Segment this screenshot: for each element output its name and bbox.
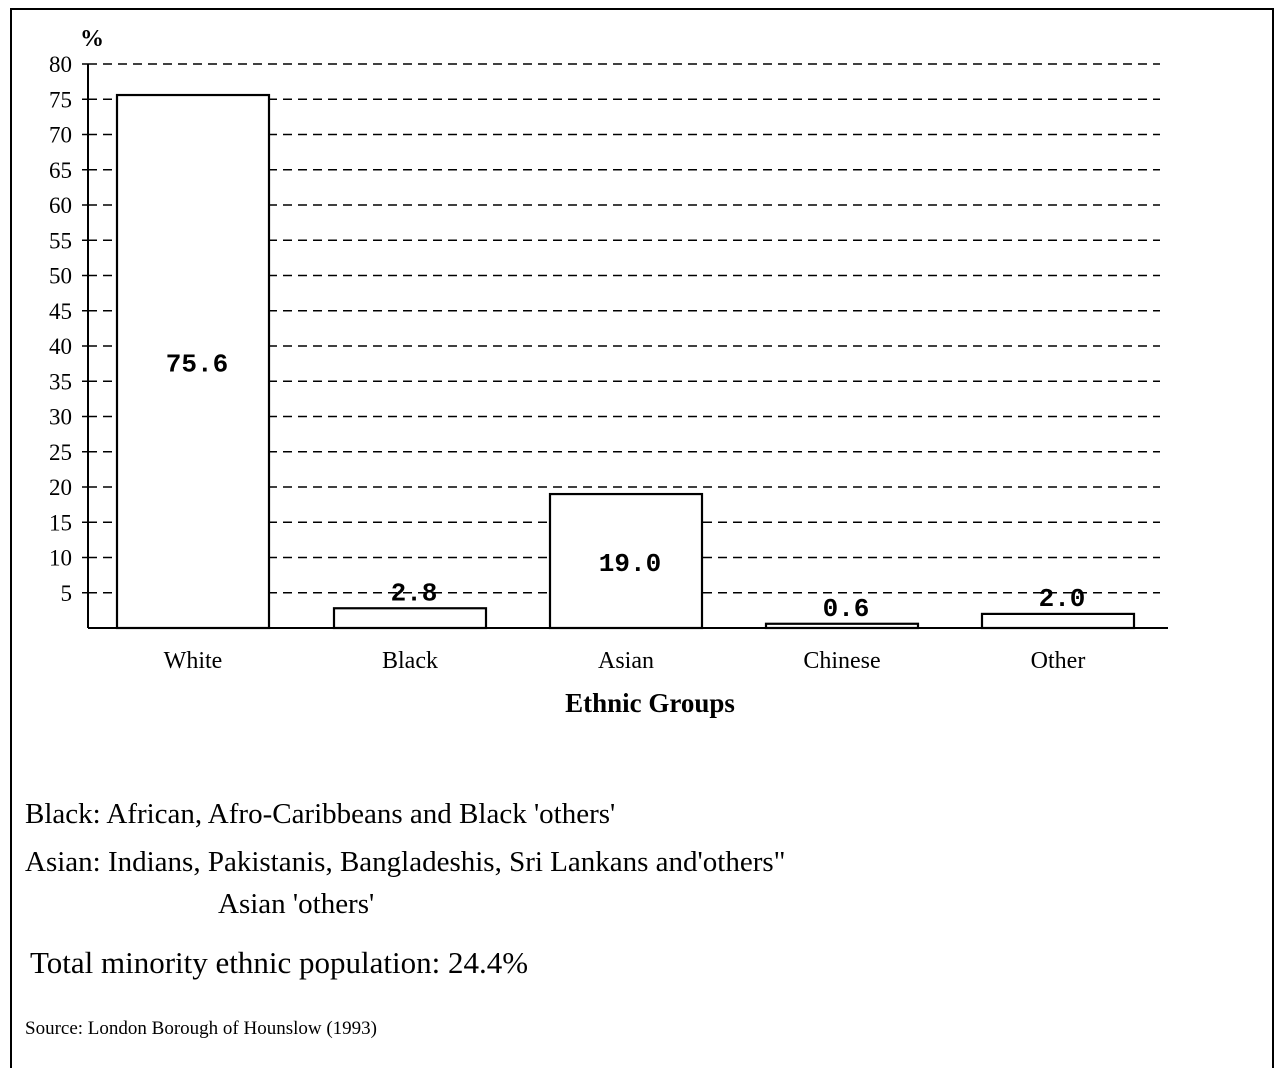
figure-frame	[10, 8, 1274, 1068]
x-axis-label: Ethnic Groups	[565, 688, 735, 718]
bar-asian	[548, 492, 704, 630]
bars	[115, 93, 1136, 630]
bar-other	[980, 612, 1136, 630]
note-black-definition: Black: African, Afro-Caribbeans and Blac…	[25, 798, 616, 830]
data-label-asian: 19.0	[599, 549, 661, 579]
x-tick-label-chinese: Chinese	[803, 648, 880, 674]
source-citation: Source: London Borough of Hounslow (1993…	[25, 1018, 377, 1039]
data-label-black: 2.8	[391, 578, 438, 608]
data-labels: 75.6 2.8 19.0 0.6 2.0	[166, 350, 1086, 624]
y-tick-label: 75	[49, 87, 72, 112]
y-tick-label: 15	[49, 510, 72, 535]
y-tick-label: 25	[49, 440, 72, 465]
x-tick-labels: White Black Asian Chinese Other	[164, 648, 1086, 674]
y-tick-labels: 80 75 70 65 60 55 50 45 40 35 30 25 20 15 10 5	[49, 52, 72, 606]
y-tick-label: 60	[49, 193, 72, 218]
bar-black	[332, 607, 488, 630]
note-asian-continuation: Asian 'others'	[218, 888, 375, 920]
y-tick-label: 10	[49, 546, 72, 571]
x-tick-label-white: White	[164, 648, 223, 674]
x-tick-label-other: Other	[1031, 648, 1086, 674]
y-tick-label: 55	[49, 228, 72, 253]
y-tick-label: 40	[49, 334, 72, 359]
note-total-minority: Total minority ethnic population: 24.4%	[30, 945, 529, 980]
y-axis-label: %	[80, 26, 104, 52]
note-asian-definition: Asian: Indians, Pakistanis, Bangladeshis…	[25, 846, 786, 878]
data-label-chinese: 0.6	[823, 594, 870, 624]
y-tick-label: 65	[49, 158, 72, 183]
y-tick-label: 70	[49, 123, 72, 148]
data-label-other: 2.0	[1039, 584, 1086, 614]
bar-white	[115, 93, 271, 630]
y-tick-label: 30	[49, 405, 72, 430]
data-label-white: 75.6	[166, 350, 228, 380]
grid-lines	[82, 63, 1160, 594]
axes	[87, 64, 1168, 629]
y-tick-label: 80	[49, 52, 72, 77]
y-tick-label: 50	[49, 264, 72, 289]
x-tick-label-asian: Asian	[598, 648, 654, 674]
y-tick-label: 20	[49, 475, 72, 500]
bar-chart: 80 75 70 65 60 55 50 45 40 35 30 25 20 15 10 5 75.6 2.8 1…	[49, 26, 1168, 718]
y-tick-label: 5	[61, 581, 73, 606]
y-tick-label: 45	[49, 299, 72, 324]
x-tick-label-black: Black	[382, 648, 438, 674]
y-tick-label: 35	[49, 369, 72, 394]
